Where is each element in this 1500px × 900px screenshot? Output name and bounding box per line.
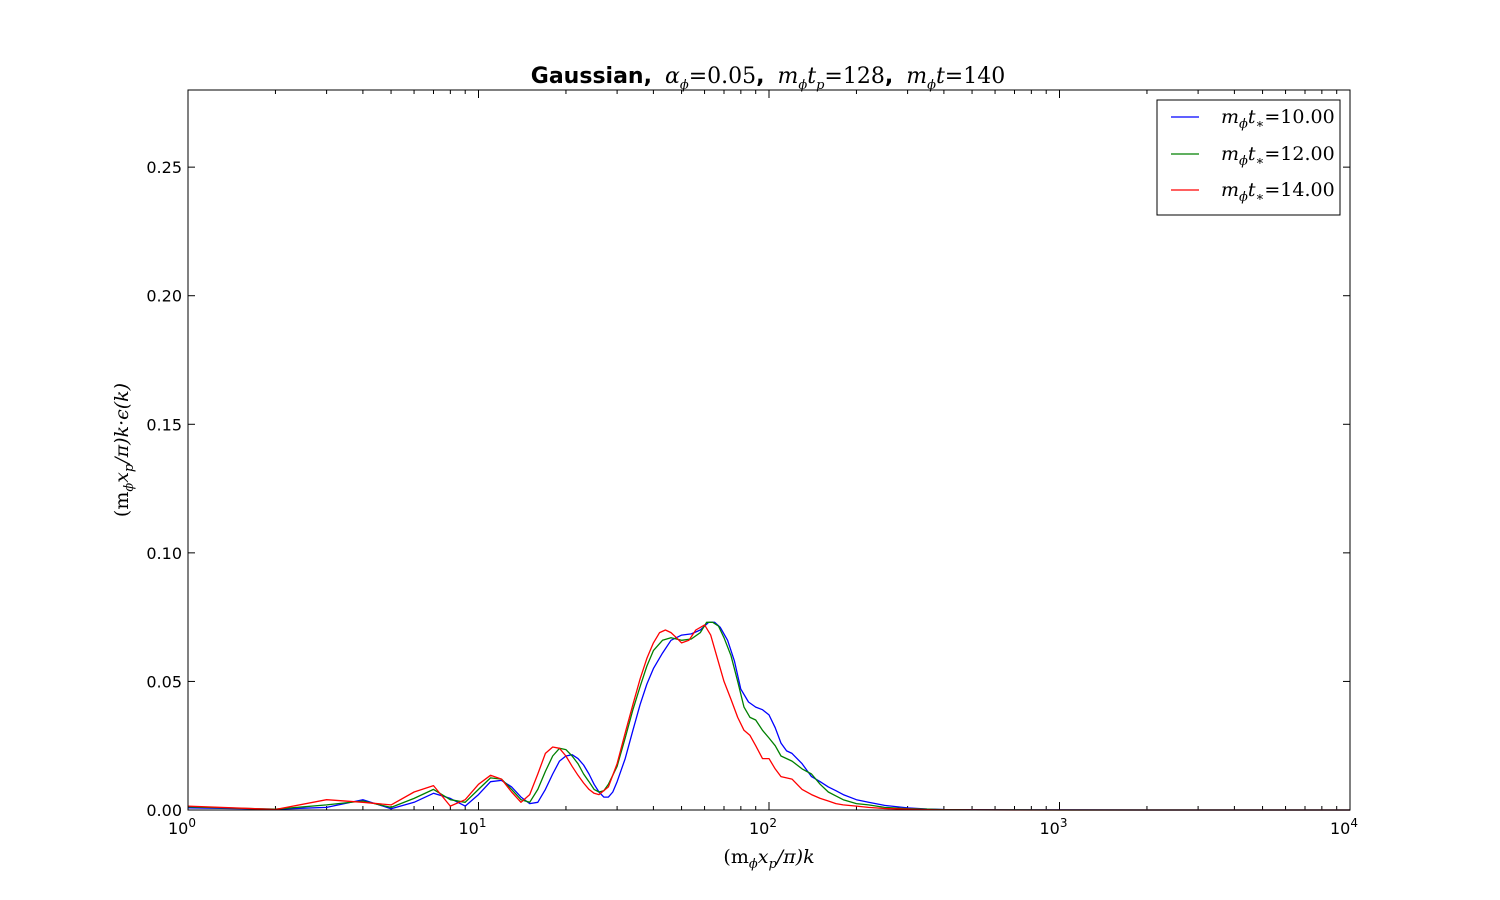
legend: mϕt∗=10.00 mϕt∗=12.00 mϕt∗=14.00 (1156, 99, 1341, 216)
plot-frame (187, 89, 1351, 811)
y-tick-label: 0.10 (146, 544, 182, 563)
x-tick-label: 104 (1330, 816, 1358, 838)
legend-entry-1: mϕt∗=10.00 (1171, 106, 1335, 132)
series-layer (187, 621, 1350, 811)
series-line-3 (187, 624, 1350, 811)
y-tick-label: 0.25 (146, 158, 182, 177)
y-tick-label: 0.05 (146, 672, 182, 691)
y-tick-label: 0.15 (146, 415, 182, 434)
x-tick-label: 100 (168, 816, 196, 838)
x-tick-label: 101 (459, 816, 487, 838)
legend-entry-2: mϕt∗=12.00 (1171, 143, 1335, 169)
x-tick-label: 102 (749, 816, 777, 838)
legend-label-2: mϕt∗=12.00 (1221, 143, 1335, 169)
series-line-2 (187, 621, 1350, 811)
legend-entry-3: mϕt∗=14.00 (1171, 179, 1335, 205)
legend-label-3: mϕt∗=14.00 (1221, 179, 1335, 205)
y-axis-label: (mϕxp/π)k·ϵ(k) (111, 383, 137, 517)
legend-box (1156, 99, 1341, 216)
series-line-1 (187, 621, 1350, 811)
y-tick-label: 0.00 (146, 801, 182, 820)
chart-title-bold: Gaussian, (531, 64, 652, 89)
chart-title: Gaussian, αϕ=0.05, mϕtp=128, mϕt=140 (531, 64, 1005, 93)
legend-label-1: mϕt∗=10.00 (1221, 106, 1335, 132)
x-axis-label: (mϕxp/π)k (723, 846, 814, 872)
y-tick-label: 0.20 (146, 287, 182, 306)
x-tick-label: 103 (1040, 816, 1068, 838)
